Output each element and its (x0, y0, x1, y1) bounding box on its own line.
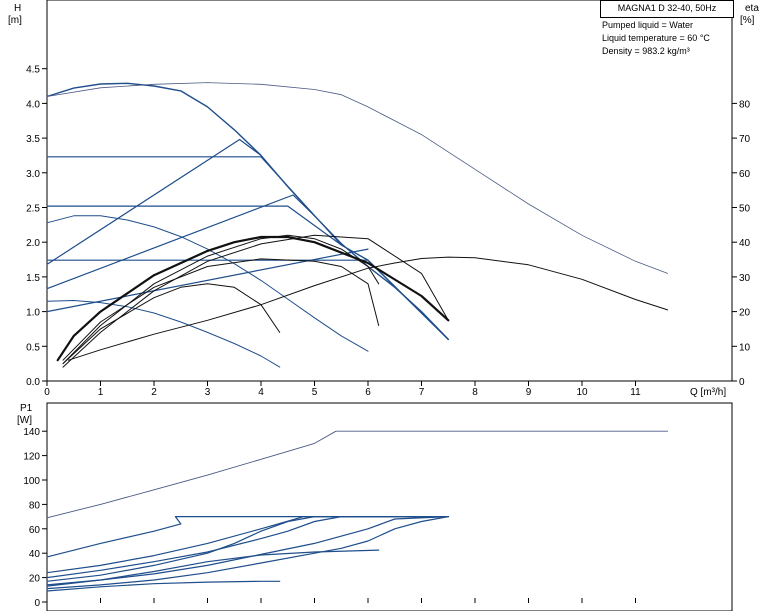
eta-curve (67, 256, 669, 361)
head-max-curve (46, 82, 449, 341)
head-tick-label: 0.5 (26, 342, 40, 353)
power-curve (46, 549, 380, 587)
head-tick-labels: 0 1 2 3 4 5 6 7 8 9 10 11 0.0 0.5 1.0 1.5 2.0 2.5 3.0 3.5 4.… (26, 65, 750, 398)
head-tick-label: 1.0 (26, 308, 40, 319)
head-axis-unit: [m] (8, 15, 22, 26)
eta-tick-label: 30 (739, 273, 751, 284)
eta-tick-label: 20 (739, 308, 751, 319)
flow-tick-label: 1 (98, 387, 104, 398)
flow-tick-label: 11 (630, 387, 641, 398)
flow-axis-label: Q [m³/h] (690, 387, 726, 398)
head-tick-label: 1.5 (26, 273, 40, 284)
head-tick-label: 2.0 (26, 238, 40, 249)
power-axis-label: P1 (20, 403, 33, 414)
head-speed-curve (46, 215, 369, 352)
eta-tick-label: 0 (739, 377, 745, 388)
power-panel: 0 20 40 60 80 100 120 140 P1 [W] (17, 402, 733, 611)
model-title: MAGNA1 D 32-40, 50Hz (617, 3, 717, 13)
power-curve (46, 515, 449, 590)
eta-tick-label: 50 (739, 204, 751, 215)
eta-curve (62, 258, 380, 361)
power-tick-label: 140 (23, 427, 40, 438)
power-curve (46, 515, 449, 579)
power-tick-labels: 0 20 40 60 80 100 120 140 (23, 427, 40, 609)
eta-tick-label: 10 (739, 342, 751, 353)
density-info: Density = 983.2 kg/m³ (602, 46, 690, 56)
head-tick-label: 0.0 (26, 377, 40, 388)
flow-tick-label: 7 (419, 387, 425, 398)
power-curves (46, 430, 669, 592)
power-curve (46, 515, 449, 574)
power-tick-marks (42, 430, 636, 603)
flow-tick-label: 0 (44, 387, 50, 398)
head-panel: 0 1 2 3 4 5 6 7 8 9 10 11 0.0 0.5 1.0 1.5 2.0 2.5 3.0 3.5 4.… (8, 0, 759, 398)
eta-curve (56, 235, 450, 362)
liquid-temperature-info: Liquid temperature = 60 °C (602, 33, 710, 43)
power-plot-frame (46, 402, 733, 611)
power-tick-label: 60 (29, 525, 41, 536)
flow-tick-label: 4 (258, 387, 264, 398)
eta-tick-label: 70 (739, 134, 751, 145)
eta-tick-label: 40 (739, 238, 751, 249)
eta-curve (62, 283, 281, 365)
flow-tick-label: 8 (472, 387, 478, 398)
head-tick-label: 3.5 (26, 134, 40, 145)
power-curve (46, 515, 449, 558)
flow-tick-label: 9 (526, 387, 532, 398)
power-tick-label: 120 (23, 452, 40, 463)
flow-tick-label: 10 (576, 387, 588, 398)
power-max-curve (46, 430, 669, 519)
eta-curve (62, 234, 449, 368)
power-curve (46, 515, 449, 586)
constant-pressure-curve (46, 259, 449, 340)
eta-axis-unit: [%] (740, 15, 755, 26)
power-axis-unit: [W] (17, 415, 32, 426)
eta-tick-label: 80 (739, 99, 751, 110)
head-tick-label: 4.0 (26, 99, 40, 110)
flow-tick-label: 5 (312, 387, 318, 398)
power-curve (46, 515, 449, 582)
head-tick-marks (42, 68, 737, 386)
eta-curve (46, 82, 668, 274)
pumped-liquid-info: Pumped liquid = Water (602, 20, 693, 30)
power-tick-label: 100 (23, 476, 40, 487)
proportional-pressure-curve (46, 138, 262, 265)
head-tick-label: 2.5 (26, 204, 40, 215)
eta-curve (62, 234, 380, 365)
power-tick-label: 20 (29, 574, 41, 585)
head-speed-curve (46, 300, 281, 368)
head-axis-label: H (14, 3, 21, 14)
head-plot-frame (46, 0, 733, 382)
head-tick-label: 3.0 (26, 169, 40, 180)
flow-tick-label: 2 (151, 387, 157, 398)
model-title-box: MAGNA1 D 32-40, 50Hz (600, 0, 734, 18)
flow-tick-label: 3 (205, 387, 211, 398)
power-tick-label: 0 (34, 598, 40, 609)
proportional-pressure-curve (46, 248, 369, 313)
power-curve (46, 580, 281, 592)
head-tick-label: 4.5 (26, 65, 40, 76)
power-tick-label: 80 (29, 500, 41, 511)
head-curves (46, 82, 669, 368)
eta-axis-label: eta (745, 3, 759, 14)
power-tick-label: 40 (29, 549, 41, 560)
flow-tick-label: 6 (365, 387, 371, 398)
proportional-pressure-curve (46, 194, 316, 290)
eta-tick-label: 60 (739, 169, 751, 180)
